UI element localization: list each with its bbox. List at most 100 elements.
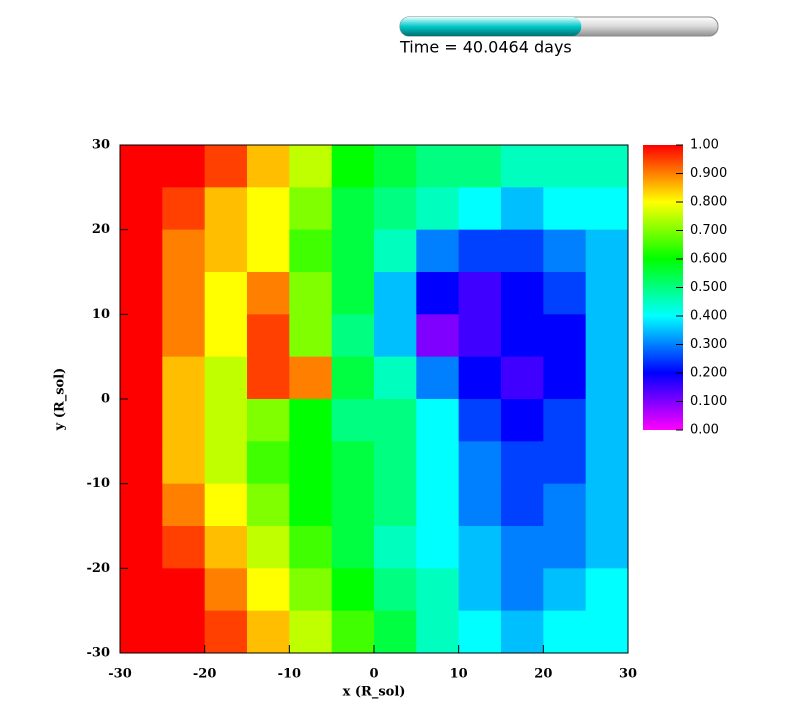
heat-cell <box>416 272 460 315</box>
heat-cell <box>458 441 502 485</box>
heat-cell <box>162 526 206 569</box>
heat-cell <box>331 314 375 358</box>
heat-cell <box>374 187 417 231</box>
colorbar-tick-label: 0.600 <box>690 252 727 267</box>
heat-cell <box>162 441 206 485</box>
y-tick-label: 20 <box>92 222 110 237</box>
heat-cell <box>204 356 248 400</box>
heat-cell <box>416 145 460 188</box>
heat-cell <box>204 568 248 612</box>
heat-cell <box>120 399 163 442</box>
heat-cell <box>331 272 375 315</box>
heat-cell <box>247 145 290 188</box>
heat-cell <box>331 356 375 400</box>
heat-cell <box>458 356 502 400</box>
heat-cell <box>374 526 417 569</box>
heat-cell <box>374 399 417 442</box>
heat-cell <box>331 483 375 527</box>
heat-cell <box>162 483 206 527</box>
heat-cell <box>162 356 206 400</box>
heat-cell <box>501 356 544 400</box>
x-tick-label: 10 <box>450 667 468 682</box>
heat-cell <box>416 526 460 569</box>
heat-cell <box>204 145 248 188</box>
heat-cell <box>204 314 248 358</box>
heat-cell <box>501 568 544 612</box>
heat-cell <box>120 356 163 400</box>
heat-cell <box>204 610 248 654</box>
colorbar-tick-label: 0.200 <box>690 366 727 381</box>
heat-cell <box>331 610 375 654</box>
heat-cell <box>501 526 544 569</box>
x-tick-label: 30 <box>619 667 637 682</box>
heat-cell <box>162 272 206 315</box>
y-tick-label: -20 <box>87 561 111 576</box>
heat-cell <box>247 229 290 273</box>
heat-cell <box>458 187 502 231</box>
colorbar-tick-label: 0.900 <box>690 166 727 181</box>
heat-cell <box>416 610 460 654</box>
heat-cell <box>458 526 502 569</box>
heat-cell <box>162 314 206 358</box>
heat-cell <box>120 272 163 315</box>
colorbar-tick-label: 0.100 <box>690 394 727 409</box>
heat-cell <box>416 441 460 485</box>
heat-cell <box>543 399 587 442</box>
y-axis-label: y (R_sol) <box>53 368 68 432</box>
heat-cell <box>416 399 460 442</box>
heat-cell <box>458 145 502 188</box>
heat-cell <box>543 145 587 188</box>
heat-cell <box>585 356 629 400</box>
heat-cell <box>331 145 375 188</box>
heat-cell <box>120 229 163 273</box>
heat-cell <box>585 610 629 654</box>
heat-cell <box>501 187 544 231</box>
heat-cell <box>120 187 163 231</box>
heat-cell <box>585 399 629 442</box>
y-tick-label: 0 <box>101 392 110 407</box>
heat-cell <box>289 145 333 188</box>
heat-cell <box>543 314 587 358</box>
heat-cell <box>162 610 206 654</box>
heat-cell <box>247 356 290 400</box>
heat-cell <box>162 568 206 612</box>
heat-cell <box>247 483 290 527</box>
heat-cell <box>247 526 290 569</box>
heat-cell <box>585 568 629 612</box>
heat-cell <box>289 610 333 654</box>
heat-cell <box>120 568 163 612</box>
heat-cell <box>289 568 333 612</box>
heat-cell <box>585 229 629 273</box>
heat-cell <box>247 272 290 315</box>
heat-cell <box>289 356 333 400</box>
heat-cell <box>374 314 417 358</box>
heat-cell <box>120 610 163 654</box>
colorbar-tick-label: 0.700 <box>690 223 727 238</box>
y-tick-label: 10 <box>92 307 110 322</box>
heat-cell <box>543 187 587 231</box>
heat-cell <box>162 229 206 273</box>
heat-cell <box>458 483 502 527</box>
heat-cell <box>331 187 375 231</box>
heat-cell <box>585 272 629 315</box>
heat-cell <box>289 526 333 569</box>
heat-cell <box>331 526 375 569</box>
heat-cell <box>416 187 460 231</box>
heat-cell <box>543 483 587 527</box>
heat-cell <box>416 483 460 527</box>
heat-cell <box>374 568 417 612</box>
time-progress <box>400 17 582 36</box>
heat-cell <box>416 314 460 358</box>
heat-cell <box>543 526 587 569</box>
heat-cell <box>289 229 333 273</box>
heat-cell <box>501 483 544 527</box>
heat-cell <box>120 526 163 569</box>
colorbar-tick-label: 0.500 <box>690 280 727 295</box>
heat-cell <box>120 145 163 188</box>
x-tick-label: 20 <box>534 667 552 682</box>
heat-cell <box>543 441 587 485</box>
heat-cell <box>585 314 629 358</box>
heat-cell <box>416 229 460 273</box>
heat-cell <box>501 272 544 315</box>
heat-cell <box>247 187 290 231</box>
